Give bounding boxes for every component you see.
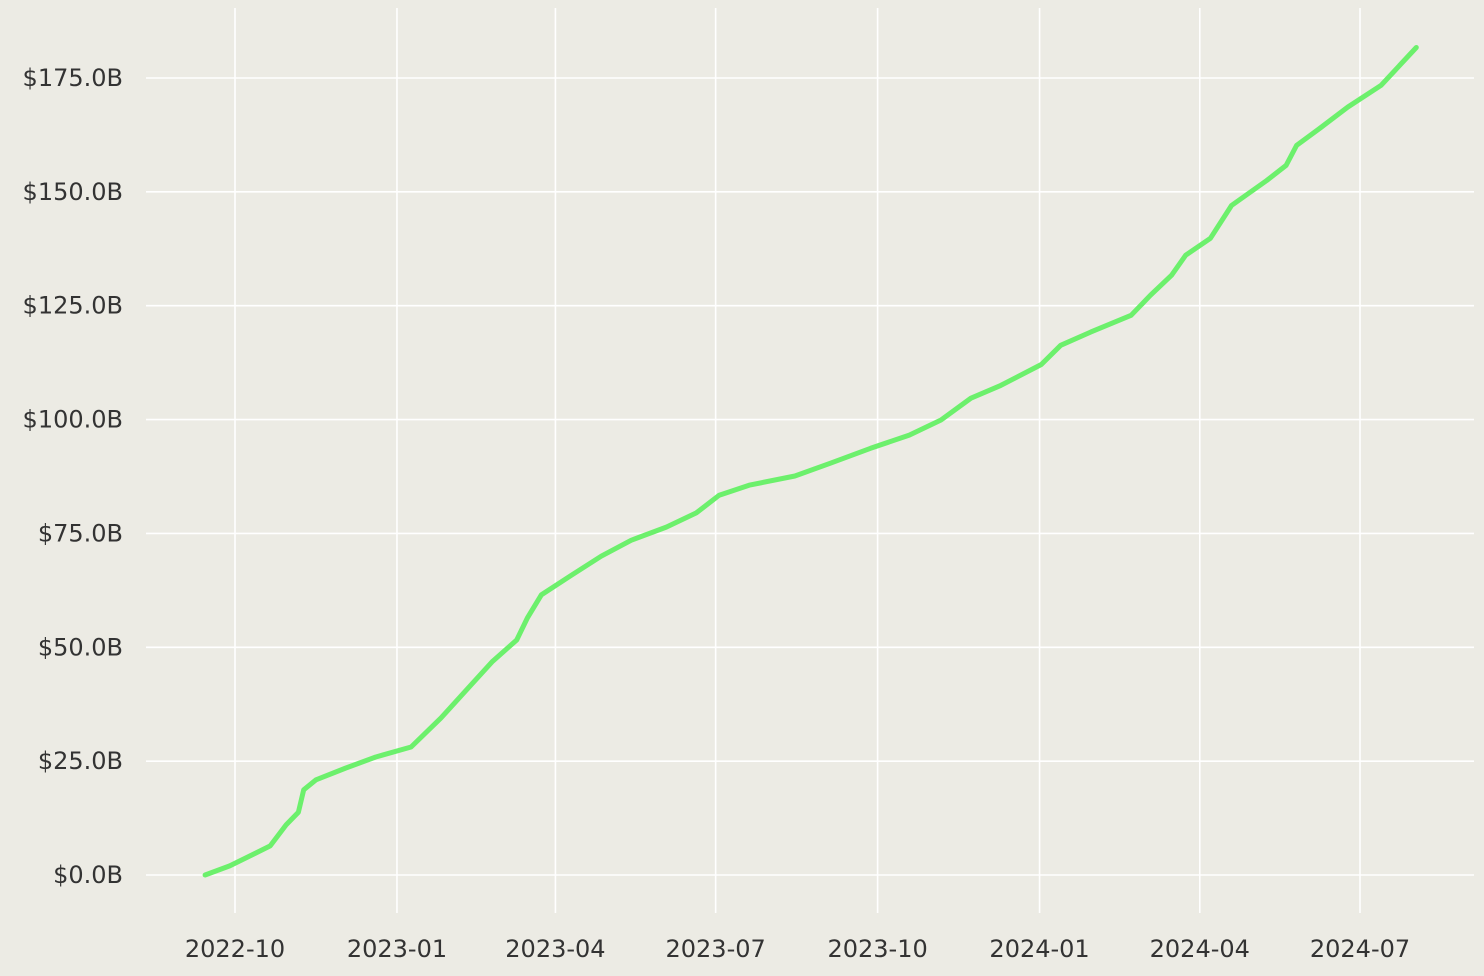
y-tick-label: $125.0B [23,292,123,320]
x-tick-label: 2023-01 [347,935,447,963]
y-tick-label: $75.0B [38,519,123,547]
y-tick-label: $50.0B [38,633,123,661]
x-tick-label: 2023-10 [827,935,927,963]
grid [146,8,1474,913]
x-tick-label: 2024-04 [1150,935,1250,963]
x-tick-label: 2024-01 [989,935,1089,963]
y-tick-label: $100.0B [23,406,123,434]
x-tick-label: 2023-04 [505,935,605,963]
series-layer [202,45,1419,878]
x-tick-label: 2024-07 [1310,935,1410,963]
x-tick-label: 2023-07 [665,935,765,963]
y-tick-label: $175.0B [23,64,123,92]
series-line [202,45,1419,878]
y-tick-label: $150.0B [23,178,123,206]
y-axis: $0.0B $25.0B $50.0B $75.0B $100.0B $125.0B $15… [23,64,123,889]
y-tick-label: $25.0B [38,747,123,775]
x-tick-label: 2022-10 [185,935,285,963]
x-axis: 2022-10 2023-01 2023-04 2023-07 2023-10 2024-… [185,935,1410,963]
y-tick-label: $0.0B [53,861,123,889]
